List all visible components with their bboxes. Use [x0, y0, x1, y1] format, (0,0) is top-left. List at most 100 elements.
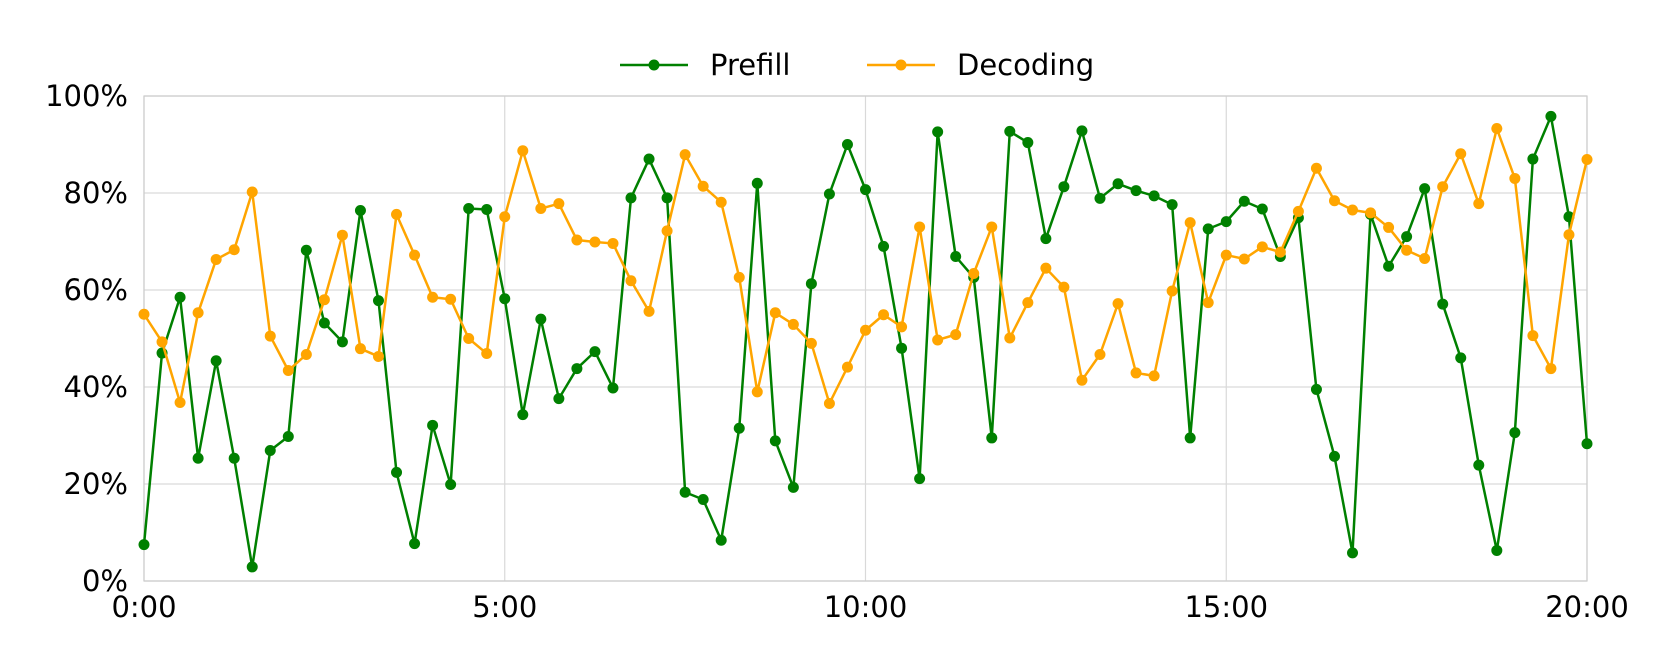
x-tick-label: 0:00	[111, 590, 176, 624]
data-point-decoding	[661, 225, 673, 237]
data-point-prefill	[445, 478, 457, 490]
data-point-prefill	[535, 313, 547, 325]
data-point-prefill	[300, 244, 312, 256]
data-point-prefill	[1473, 459, 1485, 471]
data-point-decoding	[986, 221, 998, 233]
grid-lines	[143, 95, 1588, 582]
data-point-prefill	[391, 466, 403, 478]
data-point-decoding	[1130, 367, 1142, 379]
data-point-prefill	[517, 409, 529, 421]
data-point-decoding	[427, 291, 439, 303]
data-point-prefill	[1238, 195, 1250, 207]
data-point-decoding	[841, 361, 853, 373]
data-point-decoding	[1040, 262, 1052, 274]
y-axis-ticks: 0% 20% 40% 60% 80% 100%	[45, 79, 128, 598]
data-point-decoding	[1383, 221, 1395, 233]
data-point-prefill	[1347, 547, 1359, 559]
data-point-decoding	[1347, 204, 1359, 216]
y-tick-label: 60%	[64, 273, 128, 307]
data-point-prefill	[481, 203, 493, 215]
data-point-decoding	[950, 329, 962, 341]
data-point-prefill	[1094, 192, 1106, 204]
data-point-decoding	[860, 324, 871, 336]
data-point-prefill	[571, 363, 583, 375]
data-point-prefill	[932, 126, 944, 138]
series-group	[138, 110, 1593, 573]
data-point-decoding	[138, 308, 150, 320]
data-point-prefill	[1256, 203, 1268, 215]
data-point-decoding	[156, 336, 168, 348]
data-point-prefill	[1184, 432, 1196, 444]
data-point-decoding	[1328, 195, 1340, 207]
data-point-decoding	[372, 350, 384, 362]
data-point-prefill	[661, 192, 673, 204]
data-point-decoding	[787, 318, 799, 330]
data-point-prefill	[986, 432, 998, 444]
y-tick-label: 100%	[45, 79, 128, 113]
data-point-decoding	[1310, 162, 1322, 174]
data-point-decoding	[535, 203, 547, 215]
data-point-decoding	[1220, 249, 1232, 261]
data-point-decoding	[1509, 172, 1521, 184]
y-tick-label: 0%	[82, 564, 128, 598]
data-point-prefill	[1509, 427, 1521, 439]
data-point-decoding	[1527, 330, 1539, 342]
data-point-prefill	[1220, 216, 1232, 228]
data-point-decoding	[318, 294, 330, 306]
data-point-prefill	[589, 346, 601, 358]
data-point-decoding	[878, 309, 890, 321]
data-point-decoding	[409, 249, 421, 261]
y-tick-label: 20%	[64, 467, 128, 501]
data-point-prefill	[823, 188, 835, 200]
data-point-prefill	[841, 139, 853, 150]
data-point-decoding	[932, 334, 944, 346]
data-point-decoding	[1581, 154, 1593, 166]
data-point-decoding	[463, 333, 475, 344]
data-point-prefill	[1166, 199, 1178, 211]
data-point-prefill	[1076, 125, 1088, 137]
data-point-decoding	[481, 348, 493, 360]
data-point-prefill	[427, 419, 439, 431]
data-point-decoding	[553, 198, 565, 210]
data-point-decoding	[282, 365, 294, 377]
data-point-decoding	[715, 196, 727, 208]
data-point-prefill	[1545, 110, 1557, 122]
data-point-decoding	[1274, 246, 1286, 258]
data-point-decoding	[210, 253, 222, 265]
data-point-decoding	[805, 337, 817, 349]
data-point-prefill	[715, 534, 727, 546]
data-point-decoding	[1365, 207, 1377, 219]
data-point-prefill	[336, 336, 348, 348]
data-point-prefill	[210, 355, 222, 367]
data-point-prefill	[1022, 137, 1034, 149]
x-tick-label: 10:00	[824, 590, 908, 624]
data-point-prefill	[1040, 233, 1052, 245]
data-point-prefill	[192, 452, 204, 464]
data-point-decoding	[1238, 253, 1250, 265]
data-point-decoding	[192, 307, 204, 319]
x-axis-ticks: 0:00 5:00 10:00 15:00 20:00	[111, 590, 1628, 624]
data-point-prefill	[1148, 190, 1160, 202]
data-point-prefill	[246, 561, 258, 573]
data-point-decoding	[1491, 122, 1503, 134]
data-point-prefill	[860, 184, 871, 196]
data-point-prefill	[787, 481, 799, 493]
data-point-prefill	[733, 422, 745, 434]
data-point-decoding	[499, 211, 511, 223]
data-point-decoding	[354, 343, 366, 355]
data-point-prefill	[282, 430, 294, 442]
data-point-decoding	[1166, 285, 1178, 297]
data-point-decoding	[300, 349, 312, 361]
data-point-decoding	[1473, 198, 1485, 210]
data-point-prefill	[751, 177, 763, 189]
legend-marker-prefill	[648, 59, 660, 71]
data-point-prefill	[607, 382, 619, 394]
series-prefill	[138, 110, 1593, 573]
data-point-decoding	[1563, 229, 1575, 241]
data-point-prefill	[228, 452, 240, 464]
data-point-prefill	[264, 445, 276, 457]
data-point-prefill	[643, 153, 655, 165]
legend-marker-decoding	[895, 59, 907, 71]
data-point-decoding	[391, 208, 403, 220]
